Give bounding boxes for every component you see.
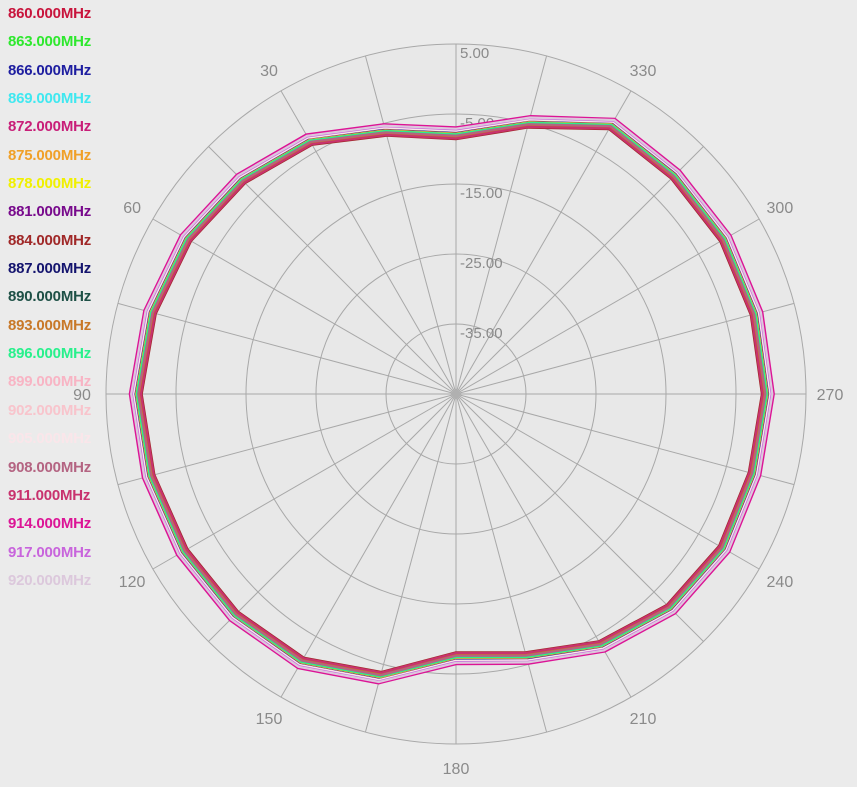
legend-entry: 908.000MHz	[8, 458, 92, 476]
grid-spoke	[117, 393, 457, 486]
grid-spoke	[364, 55, 457, 395]
angle-label: 330	[630, 63, 657, 80]
grid-spoke	[152, 218, 457, 395]
legend-entry: 869.000MHz	[8, 90, 92, 108]
legend-entry: 887.000MHz	[8, 260, 92, 278]
angle-label: 270	[817, 387, 844, 404]
legend-entry: 917.000MHz	[8, 543, 92, 561]
legend: 860.000MHz 863.000MHz 866.000MHz 869.000MHz…	[8, 3, 91, 598]
legend-entry: 911.000MHz	[8, 486, 91, 504]
legend-entry: 884.000MHz	[8, 231, 92, 249]
grid-spoke	[455, 393, 548, 733]
angle-label: 90	[73, 387, 91, 404]
radial-tick-label: -25.00	[460, 255, 503, 272]
legend-entry: 866.000MHz	[8, 61, 92, 79]
legend-entry: 863.000MHz	[8, 33, 92, 51]
radial-tick-label: -15.00	[460, 185, 503, 202]
grid-spoke	[117, 302, 457, 395]
angle-label: 180	[443, 761, 470, 778]
grid-spoke	[455, 393, 704, 642]
legend-entry: 893.000MHz	[8, 316, 92, 334]
grid-spoke	[455, 302, 795, 395]
grid-spoke	[208, 146, 457, 395]
angle-label: 60	[123, 200, 141, 217]
series-group	[128, 115, 775, 685]
grid-spoke	[455, 218, 760, 395]
legend-entry: 902.000MHz	[8, 401, 92, 419]
grid-spoke	[455, 90, 632, 395]
radial-tick-label: -35.00	[460, 325, 503, 342]
series-line	[138, 124, 766, 675]
legend-entry: 881.000MHz	[8, 203, 92, 221]
radial-tick-label: 5.00	[460, 45, 489, 62]
legend-entry: 878.000MHz	[8, 175, 92, 193]
legend-entry: 920.000MHz	[8, 571, 92, 589]
legend-entry: 899.000MHz	[8, 373, 92, 391]
grid-spoke	[280, 393, 457, 698]
series-line	[137, 123, 767, 677]
grid-spoke	[455, 55, 548, 395]
legend-entry: 914.000MHz	[8, 515, 92, 533]
series-line	[132, 118, 772, 682]
angle-label: 300	[767, 200, 794, 217]
angle-label: 210	[630, 711, 657, 728]
grid-spoke	[208, 393, 457, 642]
angle-label: 240	[767, 574, 794, 591]
legend-entry: 896.000MHz	[8, 345, 92, 363]
angle-label: 150	[256, 711, 283, 728]
grid-spoke	[455, 146, 704, 395]
grid-spoke	[152, 393, 457, 570]
legend-entry: 890.000MHz	[8, 288, 92, 306]
grid-spoke	[455, 393, 760, 570]
legend-entry: 875.000MHz	[8, 146, 92, 164]
center-marker	[450, 388, 462, 400]
legend-entry: 860.000MHz	[8, 5, 92, 22]
grid-spoke	[455, 393, 795, 486]
angle-label: 30	[260, 63, 278, 80]
series-line	[130, 116, 774, 684]
series-line	[128, 115, 775, 685]
series-line	[139, 125, 764, 674]
legend-entry: 872.000MHz	[8, 118, 92, 136]
series-line	[135, 121, 768, 678]
legend-entry: 905.000MHz	[8, 430, 92, 448]
angle-label: 120	[119, 574, 146, 591]
